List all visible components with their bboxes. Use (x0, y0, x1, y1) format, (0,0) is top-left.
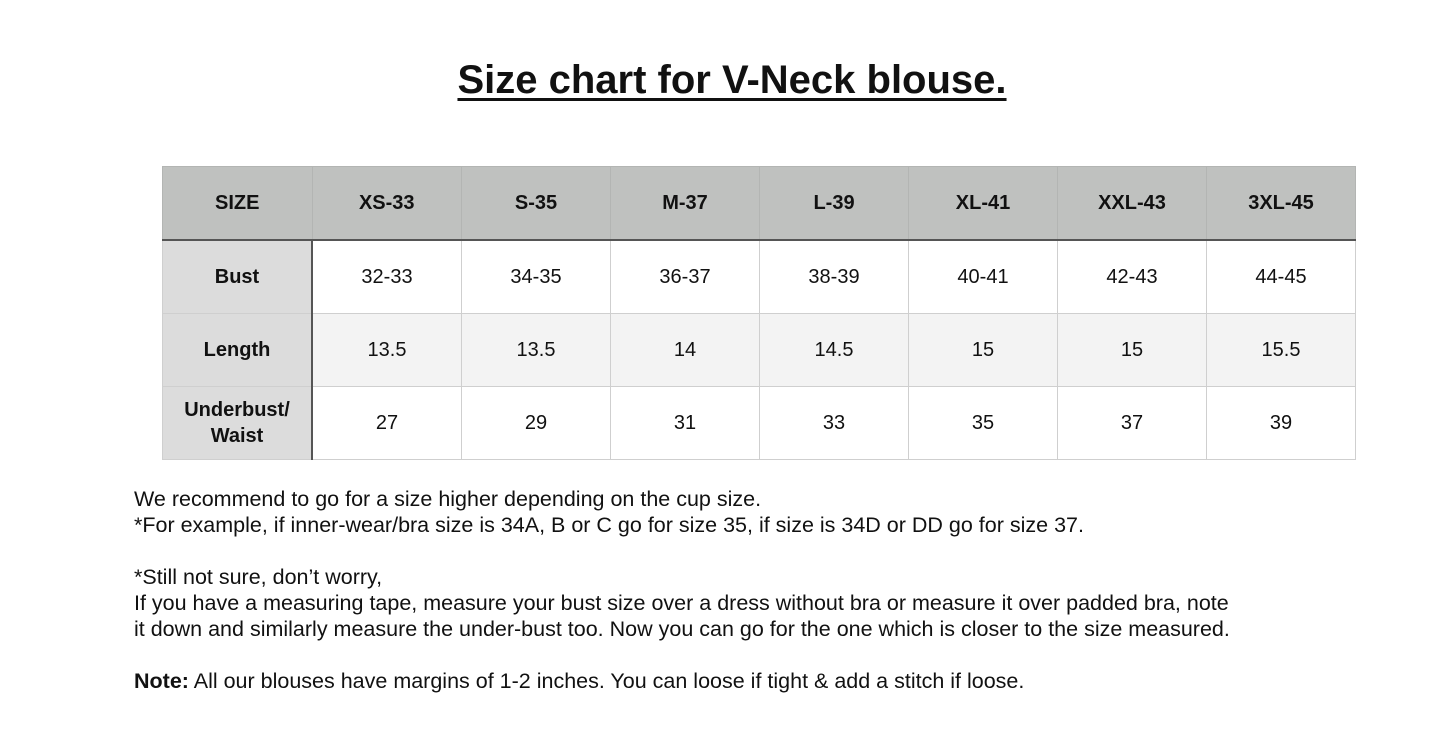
table-cell: 15.5 (1206, 313, 1356, 387)
table-cell: 42-43 (1057, 239, 1207, 314)
note-label: Note: (134, 669, 189, 693)
table-cell: 37 (1057, 386, 1207, 460)
table-cell: 13.5 (461, 313, 611, 387)
table-cell: 39 (1206, 386, 1356, 460)
table-cell: 15 (1057, 313, 1207, 387)
header-cell: S-35 (461, 166, 611, 241)
not-sure-text: *Still not sure, don’t worry, (134, 565, 383, 589)
header-cell: 3XL-45 (1206, 166, 1356, 241)
note-text: All our blouses have margins of 1-2 inch… (188, 669, 1025, 693)
table-cell: 44-45 (1206, 239, 1356, 314)
row-header: Length (162, 313, 313, 387)
header-cell: XXL-43 (1057, 166, 1207, 241)
table-cell: 15 (908, 313, 1058, 387)
table-cell: 34-35 (461, 239, 611, 314)
table-cell: 31 (610, 386, 760, 460)
note-line: Note: All our blouses have margins of 1-… (134, 668, 1230, 694)
table-cell: 14.5 (759, 313, 909, 387)
table-cell: 35 (908, 386, 1058, 460)
table-cell: 29 (461, 386, 611, 460)
header-cell: M-37 (610, 166, 760, 241)
table-row-underbust: Underbust/ Waist 27 29 31 33 35 37 39 (162, 386, 1356, 460)
measuring-text: If you have a measuring tape, measure yo… (134, 591, 1229, 615)
page-title: Size chart for V-Neck blouse. (457, 58, 1007, 102)
measuring-text-cont: it down and similarly measure the under-… (134, 617, 1230, 641)
table-cell: 32-33 (311, 239, 462, 314)
table-cell: 38-39 (759, 239, 909, 314)
notes-section: We recommend to go for a size higher dep… (134, 486, 1230, 694)
table-header-row: SIZE XS-33 S-35 M-37 L-39 XL-41 XXL-43 3… (162, 166, 1356, 241)
table-cell: 36-37 (610, 239, 760, 314)
example-text: *For example, if inner-wear/bra size is … (134, 513, 1084, 537)
table-row-bust: Bust 32-33 34-35 36-37 38-39 40-41 42-43… (162, 239, 1356, 314)
table-cell: 33 (759, 386, 909, 460)
table-cell: 27 (311, 386, 462, 460)
table-row-length: Length 13.5 13.5 14 14.5 15 15 15.5 (162, 313, 1356, 387)
size-chart-table: SIZE XS-33 S-35 M-37 L-39 XL-41 XXL-43 3… (162, 166, 1356, 460)
row-header: Bust (162, 239, 313, 314)
table-cell: 13.5 (311, 313, 462, 387)
recommendation-text: We recommend to go for a size higher dep… (134, 487, 762, 511)
table-cell: 14 (610, 313, 760, 387)
header-cell: L-39 (759, 166, 909, 241)
header-cell: XL-41 (908, 166, 1058, 241)
header-cell: SIZE (162, 166, 313, 241)
table-cell: 40-41 (908, 239, 1058, 314)
header-cell: XS-33 (311, 166, 462, 241)
row-header: Underbust/ Waist (162, 386, 313, 460)
